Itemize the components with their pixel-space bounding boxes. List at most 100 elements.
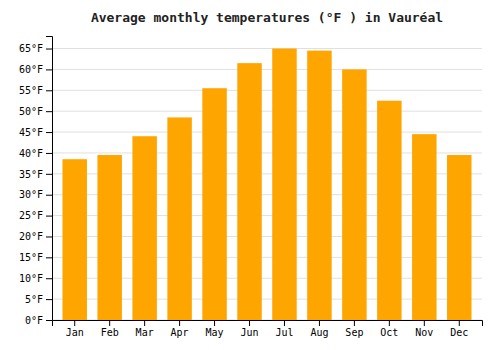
tick-mark [74, 320, 75, 326]
tick-mark [46, 49, 52, 50]
tick-mark [354, 320, 355, 326]
title: Average monthly temperatures (°F ) in Va… [91, 10, 443, 25]
tick-label: 55°F [19, 85, 43, 96]
tick-label: 5°F [25, 294, 43, 305]
tick: 60°F [19, 64, 52, 75]
grid [52, 49, 482, 320]
tick-mark [284, 320, 285, 326]
tick-mark [46, 174, 52, 175]
tick-label: Dec [450, 327, 468, 338]
plot-area: 0°F 5°F 10°F 15°F 20°F 25°F 30°F 35°F 40°F 45°F 50… [19, 37, 483, 339]
tick: 10°F [19, 273, 52, 284]
tick-mark [46, 257, 52, 258]
bar [377, 101, 401, 320]
tick-mark [459, 320, 460, 326]
tick-mark [46, 236, 52, 237]
tick-mark [46, 278, 52, 279]
bar [62, 159, 86, 320]
tick-label: Mar [136, 327, 154, 338]
tick-label: 50°F [19, 106, 43, 117]
tick: Apr [171, 320, 189, 338]
tick-label: 20°F [19, 231, 43, 242]
tick-label: Nov [415, 327, 433, 338]
bar [342, 69, 366, 320]
tick: 40°F [19, 148, 52, 159]
tick-mark [46, 90, 52, 91]
axis-line [53, 321, 483, 327]
tick-mark [46, 320, 52, 321]
bar [97, 155, 121, 320]
tick-mark [389, 320, 390, 326]
tick-mark [424, 320, 425, 326]
tick-label: Sep [345, 327, 363, 338]
grid-line [52, 111, 482, 112]
tick-mark [46, 132, 52, 133]
bar [307, 51, 331, 320]
bar [132, 136, 156, 320]
tick-label: Jun [240, 327, 258, 338]
tick: Nov [415, 320, 433, 338]
bar [412, 134, 436, 320]
tick-mark [249, 320, 250, 326]
tick-label: 10°F [19, 273, 43, 284]
tick-mark [109, 320, 110, 326]
tick-mark [46, 299, 52, 300]
tick: Oct [380, 320, 398, 338]
tick: Aug [310, 320, 328, 338]
tick-mark [46, 216, 52, 217]
tick: Jan [66, 320, 84, 338]
tick-label: Jan [66, 327, 84, 338]
tick-label: Feb [101, 327, 119, 338]
axis-line [46, 37, 53, 321]
tick: 55°F [19, 85, 52, 96]
tick-mark [46, 153, 52, 154]
x-axis: Jan Feb Mar Apr May Jun Jul Aug Sep Oct Nov Dec [53, 320, 483, 338]
tick-label: Oct [380, 327, 398, 338]
tick-label: 65°F [19, 43, 43, 54]
bar [167, 117, 191, 320]
tick: May [206, 320, 224, 338]
tick-mark [144, 320, 145, 326]
tick-label: 35°F [19, 169, 43, 180]
tick-mark [179, 320, 180, 326]
bar [202, 88, 226, 320]
grid-line [52, 90, 482, 91]
tick-mark [319, 320, 320, 326]
bars [62, 49, 471, 320]
tick: Jul [275, 320, 293, 338]
tick-label: 25°F [19, 210, 43, 221]
tick-label: Aug [310, 327, 328, 338]
tick: 35°F [19, 169, 52, 180]
grid-line [52, 69, 482, 70]
tick: 65°F [19, 43, 52, 54]
tick-mark [214, 320, 215, 326]
bar [272, 49, 296, 320]
tick-label: 15°F [19, 252, 43, 263]
tick: 15°F [19, 252, 52, 263]
tick: 50°F [19, 106, 52, 117]
tick-label: Jul [275, 327, 293, 338]
tick-label: 40°F [19, 148, 43, 159]
y-axis: 0°F 5°F 10°F 15°F 20°F 25°F 30°F 35°F 40°F 45°F 50… [19, 37, 53, 326]
bar [447, 155, 471, 320]
tick-label: 60°F [19, 64, 43, 75]
tick-label: May [206, 327, 224, 338]
tick-mark [46, 69, 52, 70]
tick: Mar [136, 320, 154, 338]
bar [237, 63, 261, 320]
tick-label: Apr [171, 327, 189, 338]
grid-line [52, 132, 482, 133]
tick-mark [46, 111, 52, 112]
tick: Jun [240, 320, 258, 338]
tick: 30°F [19, 189, 52, 200]
tick: Dec [450, 320, 468, 338]
tick-label: 0°F [25, 315, 43, 326]
tick: 0°F [25, 315, 52, 326]
tick-label: 30°F [19, 189, 43, 200]
tick-label: 45°F [19, 127, 43, 138]
chart: 0°F 5°F 10°F 15°F 20°F 25°F 30°F 35°F 40°F 45°F 50… [0, 0, 500, 350]
tick: 5°F [25, 294, 52, 305]
grid-line [52, 48, 482, 49]
tick: Feb [101, 320, 119, 338]
tick-mark [46, 195, 52, 196]
